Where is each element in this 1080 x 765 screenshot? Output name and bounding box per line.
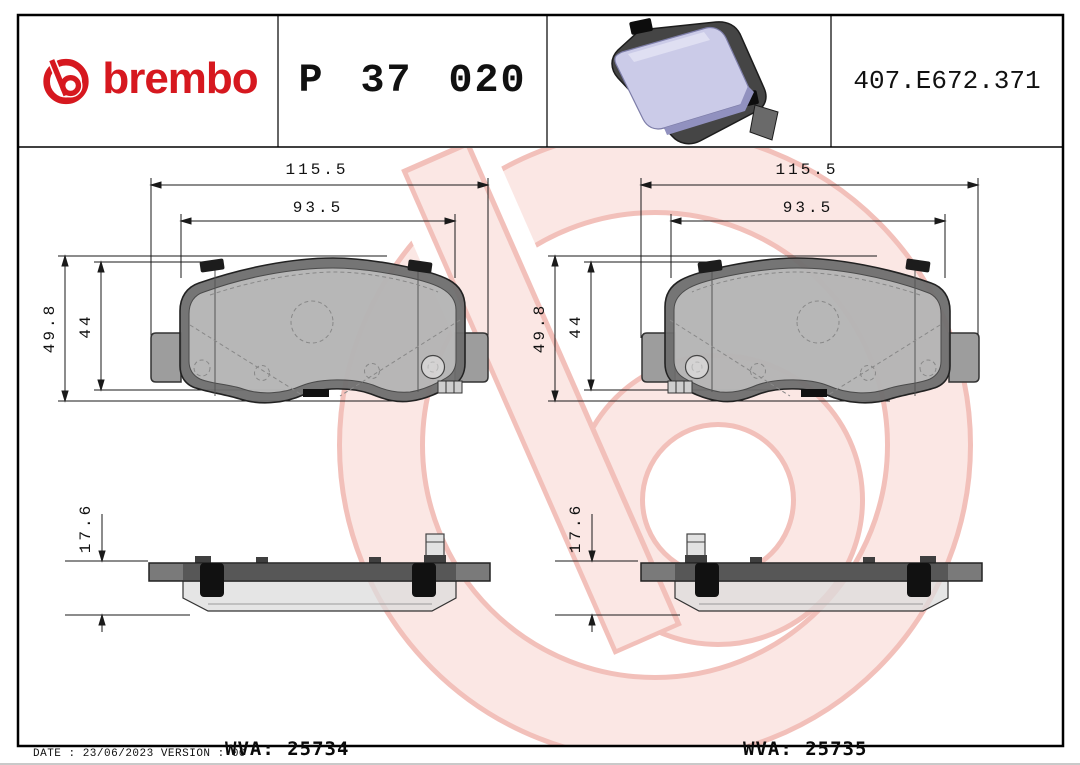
dim-overall-height-right: 49.8 — [531, 303, 549, 353]
wva-label-left: WVA: — [225, 738, 275, 760]
side-view-right: 17.6 — [554, 503, 983, 633]
dim-overall-width-right: 115.5 — [775, 161, 838, 179]
reference-cell: 407.E672.371 — [831, 15, 1063, 147]
wva-label-right: WVA: — [743, 738, 793, 760]
left-pad-label: WVA: 25734 QTY: x2 — [225, 692, 350, 763]
dim-pad-width-left: 93.5 — [293, 199, 343, 217]
part-number: P 37 020 — [298, 58, 527, 104]
date-version-line: DATE : 23/06/2023 VERSION : 00 — [33, 748, 247, 760]
brembo-logo-icon — [43, 58, 89, 105]
brake-pad-3d-render — [611, 18, 779, 145]
dim-pad-height-right: 44 — [567, 313, 585, 338]
dim-thickness-right: 17.6 — [567, 503, 585, 553]
side-view-left: 17.6 — [64, 503, 491, 633]
part-number-cell: P 37 020 — [278, 15, 547, 147]
wva-value-right: 25735 — [805, 738, 868, 760]
brand-cell: brembo — [18, 15, 278, 147]
front-view-left: 115.5 93.5 49.8 44 — [41, 161, 489, 404]
dim-pad-height-left: 44 — [77, 313, 95, 338]
wva-value-left: 25734 — [287, 738, 350, 760]
dim-thickness-left: 17.6 — [77, 503, 95, 553]
sheet-frame — [16, 13, 1065, 748]
right-pad-label: WVA: 25735 QTY: x2 — [743, 692, 868, 763]
brand-wordmark: brembo — [102, 54, 258, 103]
title-block: brembo P 37 020 407.E672.371 — [18, 15, 1063, 147]
reference-number: 407.E672.371 — [853, 66, 1041, 96]
dim-pad-width-right: 93.5 — [783, 199, 833, 217]
dim-overall-height-left: 49.8 — [41, 303, 59, 353]
dim-overall-width-left: 115.5 — [285, 161, 348, 179]
front-view-right: 115.5 93.5 49.8 44 — [531, 161, 980, 404]
